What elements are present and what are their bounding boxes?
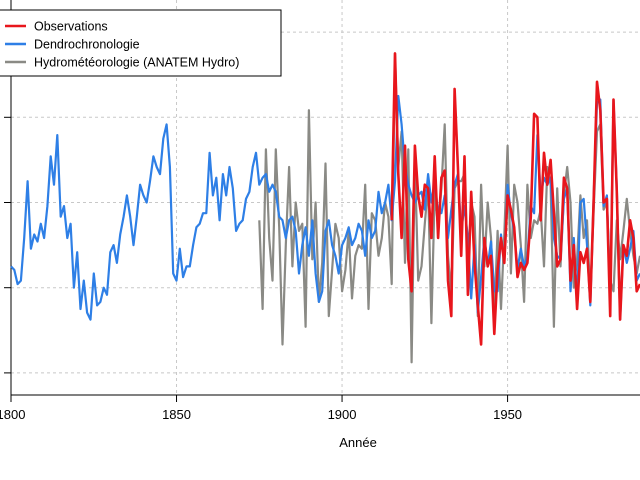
- x-tick-label: 1850: [162, 407, 191, 422]
- series-group: [10, 52, 640, 364]
- series-line-dendrochronologie: [10, 94, 640, 321]
- legend: Observations Dendrochronologie Hydrométéor…: [0, 9, 282, 77]
- legend-label: Dendrochronologie: [34, 38, 140, 52]
- x-tick-label: 1800: [0, 407, 25, 422]
- x-axis-title: Année: [339, 435, 377, 450]
- legend-box: [0, 9, 282, 77]
- legend-label: Observations: [34, 20, 108, 34]
- series-line-observations: [390, 52, 640, 346]
- x-tick-label: 1950: [493, 407, 522, 422]
- series-line-hydrometeorologie: [258, 52, 640, 364]
- x-tick-label: 1900: [328, 407, 357, 422]
- legend-label: Hydrométéorologie (ANATEM Hydro): [34, 56, 239, 70]
